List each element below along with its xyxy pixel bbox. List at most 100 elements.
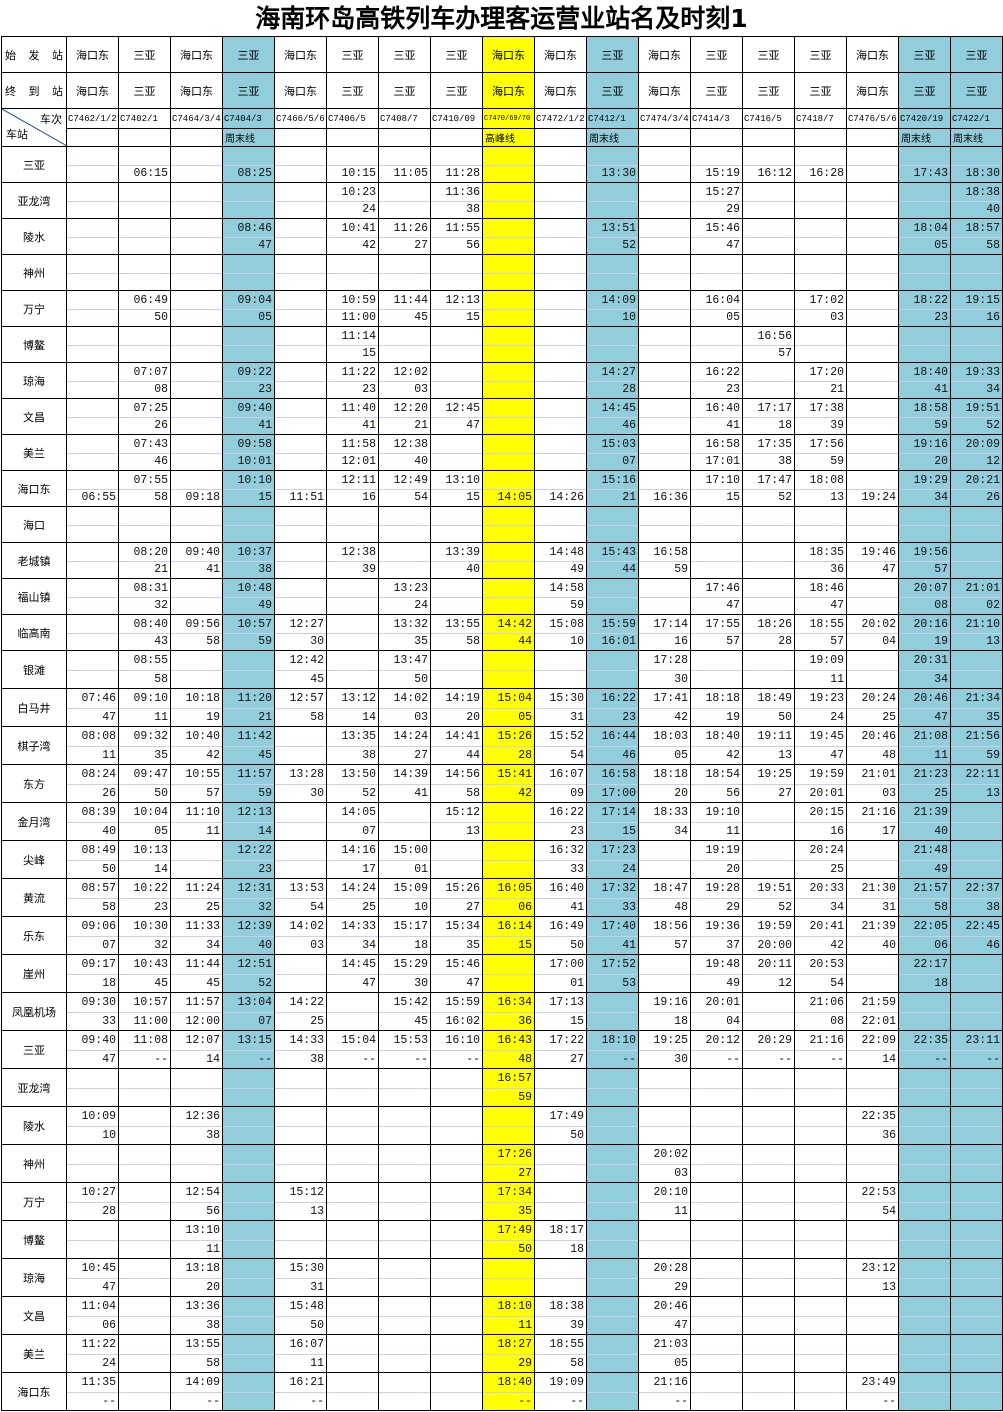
time-cell-inner bbox=[379, 1108, 430, 1144]
time-cell-inner: 14:27 28 bbox=[587, 364, 638, 398]
time-cell bbox=[690, 1144, 743, 1183]
row-divider bbox=[743, 560, 794, 562]
row-divider bbox=[587, 1201, 638, 1203]
time-cell bbox=[950, 1068, 1003, 1107]
station-name: 美兰 bbox=[1, 434, 67, 471]
row-divider bbox=[171, 821, 222, 823]
departure-time: 56 bbox=[726, 787, 740, 800]
time-cell bbox=[430, 434, 483, 471]
row-divider bbox=[171, 236, 222, 238]
row-divider bbox=[223, 1087, 274, 1089]
time-cell-inner: 21:56 59 bbox=[951, 728, 1002, 764]
time-cell-inner bbox=[431, 1298, 482, 1334]
time-cell: 19:51 52 bbox=[742, 878, 795, 917]
time-cell-inner bbox=[275, 364, 326, 398]
time-cell-inner bbox=[483, 328, 534, 362]
time-cell: 10:48 49 bbox=[222, 578, 275, 615]
time-cell-inner: 13:23 24 bbox=[379, 580, 430, 614]
time-cell: 08:39 40 bbox=[66, 802, 119, 841]
time-cell: 10:45 47 bbox=[66, 1258, 119, 1297]
arrival-time: 10:57 bbox=[237, 618, 272, 631]
row-divider bbox=[119, 632, 170, 634]
departure-time: 05 bbox=[154, 825, 168, 838]
station-name: 神州 bbox=[1, 254, 67, 291]
arrival-time: 10:04 bbox=[133, 806, 168, 819]
time-cell-inner bbox=[67, 436, 118, 470]
row-divider bbox=[951, 821, 1002, 823]
time-cell bbox=[898, 992, 951, 1031]
row-divider bbox=[899, 707, 950, 709]
arrival-time: 16:34 bbox=[497, 996, 532, 1009]
departure-time: -- bbox=[258, 1053, 272, 1066]
arrival-time: 17:28 bbox=[653, 654, 688, 667]
row-divider bbox=[691, 236, 742, 238]
departure-time: 18 bbox=[414, 939, 428, 952]
time-cell-inner bbox=[119, 1070, 170, 1106]
row-divider bbox=[171, 973, 222, 975]
time-cell bbox=[482, 146, 535, 183]
departure-time: 05 bbox=[674, 749, 688, 762]
time-cell: 09:40 47 bbox=[66, 1030, 119, 1069]
row-divider bbox=[223, 1239, 274, 1241]
time-cell: 18:46 47 bbox=[794, 578, 847, 615]
time-cell bbox=[274, 146, 327, 183]
time-cell: 15:29 30 bbox=[378, 954, 431, 993]
time-cell-inner bbox=[691, 1260, 742, 1296]
time-cell-inner: 10:30 32 bbox=[119, 918, 170, 954]
time-cell-inner: 07:07 08 bbox=[119, 364, 170, 398]
train-note bbox=[170, 128, 223, 147]
arrival-time: 14:39 bbox=[393, 768, 428, 781]
time-cell-inner bbox=[379, 1260, 430, 1296]
arrival-time: 10:18 bbox=[185, 692, 220, 705]
time-cell: 11:58 12:01 bbox=[326, 434, 379, 471]
time-cell-inner bbox=[327, 1260, 378, 1296]
row-divider bbox=[171, 524, 222, 526]
time-cell bbox=[482, 1106, 535, 1145]
time-cell-inner: 12:22 23 bbox=[223, 842, 274, 878]
row-divider bbox=[119, 596, 170, 598]
time-cell: 19:25 30 bbox=[638, 1030, 691, 1069]
row-divider bbox=[119, 935, 170, 937]
time-cell-inner: 18:40 42 bbox=[691, 728, 742, 764]
time-cell: 16:49 50 bbox=[534, 916, 587, 955]
time-cell-inner bbox=[119, 220, 170, 254]
departure-time: 46 bbox=[154, 455, 168, 468]
time-cell-inner bbox=[639, 1222, 690, 1258]
arrival-time: 16:04 bbox=[705, 294, 740, 307]
departure-time: 52 bbox=[258, 977, 272, 990]
time-cell: 22:17 18 bbox=[898, 954, 951, 993]
departure-time: 42 bbox=[830, 939, 844, 952]
departure-time: 56 bbox=[466, 239, 480, 252]
row-divider bbox=[431, 1087, 482, 1089]
time-cell-inner bbox=[847, 1070, 898, 1106]
row-divider bbox=[535, 1201, 586, 1203]
arrival-time: 12:42 bbox=[289, 654, 324, 667]
row-divider bbox=[223, 707, 274, 709]
row-divider bbox=[847, 416, 898, 418]
row-divider bbox=[743, 488, 794, 490]
row-divider bbox=[587, 1163, 638, 1165]
time-cell: 15:00 01 bbox=[378, 840, 431, 879]
row-divider bbox=[639, 897, 690, 899]
time-cell bbox=[430, 578, 483, 615]
time-cell bbox=[846, 1068, 899, 1107]
time-cell-inner bbox=[639, 1070, 690, 1106]
time-cell-inner bbox=[171, 436, 222, 470]
time-cell: 11:24 25 bbox=[170, 878, 223, 917]
time-cell bbox=[170, 254, 223, 291]
time-cell: 14:09 -- bbox=[170, 1372, 223, 1411]
time-cell-inner: 18:27 29 bbox=[483, 1336, 534, 1372]
station-name: 万宁 bbox=[1, 1182, 67, 1221]
departure-time: 16:36 bbox=[653, 491, 688, 504]
arrival-time: 07:25 bbox=[133, 402, 168, 415]
time-cell-inner bbox=[171, 148, 222, 182]
arrival-time: 20:09 bbox=[965, 438, 1000, 451]
time-cell-inner bbox=[691, 544, 742, 578]
arrival-time: 12:27 bbox=[289, 618, 324, 631]
time-cell-inner bbox=[847, 1146, 898, 1182]
time-cell-inner bbox=[639, 148, 690, 182]
row-divider bbox=[795, 897, 846, 899]
origin-station: 三亚 bbox=[430, 36, 483, 73]
arrival-time: 19:16 bbox=[653, 996, 688, 1009]
time-cell-inner bbox=[327, 580, 378, 614]
